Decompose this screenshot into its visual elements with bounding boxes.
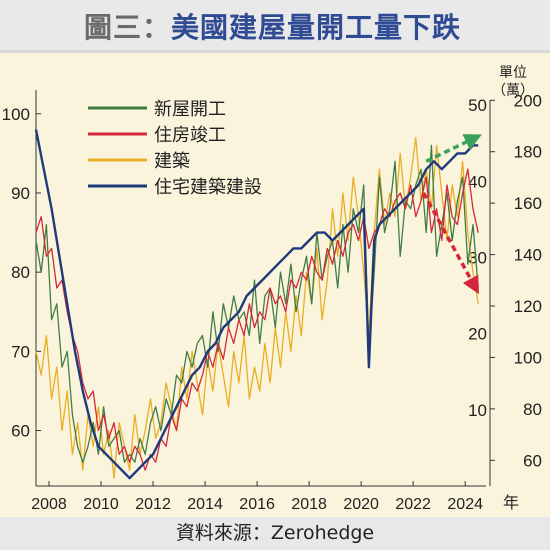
annotation-layer	[422, 134, 482, 295]
left-tick-label: 90	[11, 184, 30, 203]
x-tick-label: 2022	[395, 496, 431, 513]
chart-title-main: 美國建屋量開工量下跌	[171, 11, 462, 44]
legend-label: 住宅建築建設	[154, 177, 262, 198]
unit-label: 單位	[499, 65, 527, 81]
right-tick-label-outer: 180	[514, 143, 542, 162]
right-tick-label-inner: 30	[468, 249, 487, 268]
left-tick-label: 100	[2, 105, 30, 124]
right-tick-label-outer: 100	[514, 348, 542, 367]
series-line-1	[35, 144, 479, 463]
right-tick-label-inner: 20	[468, 325, 487, 344]
right-tick-label-outer: 140	[514, 246, 542, 265]
plot-area-fill	[36, 90, 486, 486]
right-tick-label-outer: 80	[523, 400, 542, 419]
right-tick-label-outer: 60	[523, 451, 542, 470]
x-tick-label: 2024	[447, 496, 483, 513]
right-tick-label-outer: 200	[514, 91, 542, 110]
chart-title: 圖三：美國建屋量開工量下跌	[84, 6, 461, 46]
plot-area	[0, 53, 550, 517]
x-tick-label: 2018	[291, 496, 327, 513]
axes: 2008 2010 2012 2014 2016 2018 2020 2022 2024 年607…	[2, 65, 542, 513]
legend-label: 新屋開工	[154, 99, 226, 120]
series-line-2	[35, 168, 479, 471]
chart-title-prefix: 圖三：	[84, 11, 172, 44]
right-tick-label-inner: 40	[468, 172, 487, 191]
x-tick-label: 2008	[31, 496, 67, 513]
right-tick-label-inner: 10	[468, 401, 487, 420]
right-tick-label-inner: 50	[468, 96, 487, 115]
left-tick-label: 70	[11, 342, 30, 361]
trend-arrow	[425, 134, 482, 163]
legend-label: 住房竣工	[154, 125, 226, 146]
x-axis-label: 年	[503, 493, 519, 512]
right-tick-label-outer: 120	[514, 297, 542, 316]
series-layer	[34, 129, 479, 480]
legend-label: 建築	[154, 151, 190, 172]
unit-label-sub: （萬）	[492, 83, 534, 99]
x-tick-label: 2020	[343, 496, 379, 513]
title-bar: 圖三：美國建屋量開工量下跌	[0, 0, 550, 53]
x-tick-label: 2010	[83, 496, 119, 513]
left-tick-label: 80	[11, 263, 30, 282]
right-tick-label-outer: 160	[514, 194, 542, 213]
x-tick-label: 2014	[187, 496, 223, 513]
x-tick-label: 2016	[239, 496, 275, 513]
x-tick-label: 2012	[135, 496, 171, 513]
left-tick-label: 60	[11, 422, 30, 441]
source-note: 資料來源：Zerohedge	[0, 517, 550, 550]
trend-arrow	[422, 192, 479, 295]
series-line-4	[34, 129, 479, 480]
